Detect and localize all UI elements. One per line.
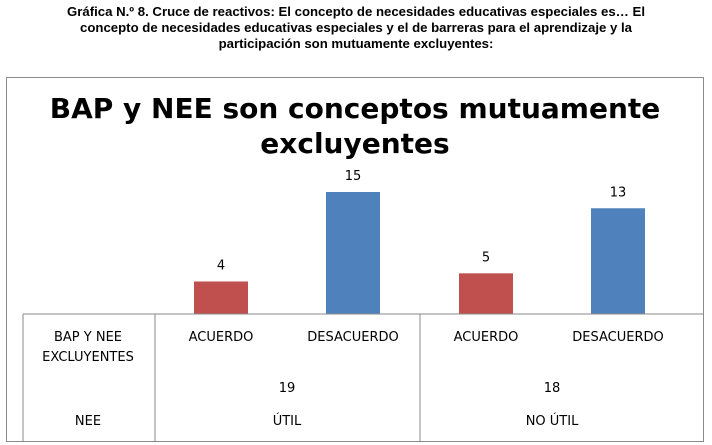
row-header-bap-nee: BAP Y NEE [54, 330, 122, 345]
bar-2 [326, 192, 380, 314]
chart-frame [6, 77, 704, 442]
caption-line: concepto de necesidades educativas espec… [80, 20, 632, 35]
bar-4 [591, 208, 645, 314]
category-label-3: ACUERDO [454, 330, 519, 345]
group-label-1: ÚTIL [273, 413, 302, 429]
category-label-2: DESACUERDO [307, 330, 398, 345]
bar-1 [194, 281, 248, 314]
group-total-1: 19 [279, 381, 296, 396]
data-label-4: 13 [610, 185, 627, 200]
figure-caption: Gráfica N.º 8. Cruce de reactivos: El co… [0, 4, 712, 52]
row-header-excluyentes: EXCLUYENTES [42, 350, 134, 365]
data-label-1: 4 [217, 258, 225, 273]
chart-title-line-1: BAP y NEE son conceptos mutuamente [49, 92, 661, 125]
chart-title-line-2: excluyentes [260, 127, 450, 160]
data-label-2: 15 [345, 169, 362, 184]
group-total-2: 18 [544, 381, 561, 396]
category-label-1: ACUERDO [189, 330, 254, 345]
bar-3 [459, 273, 513, 314]
caption-line: participación son mutuamente excluyentes… [218, 36, 494, 51]
data-label-3: 5 [482, 250, 490, 265]
category-label-4: DESACUERDO [572, 330, 663, 345]
group-label-2: NO ÚTIL [526, 413, 579, 429]
row-header-nee: NEE [75, 414, 101, 429]
caption-line: Gráfica N.º 8. Cruce de reactivos: El co… [66, 4, 645, 19]
